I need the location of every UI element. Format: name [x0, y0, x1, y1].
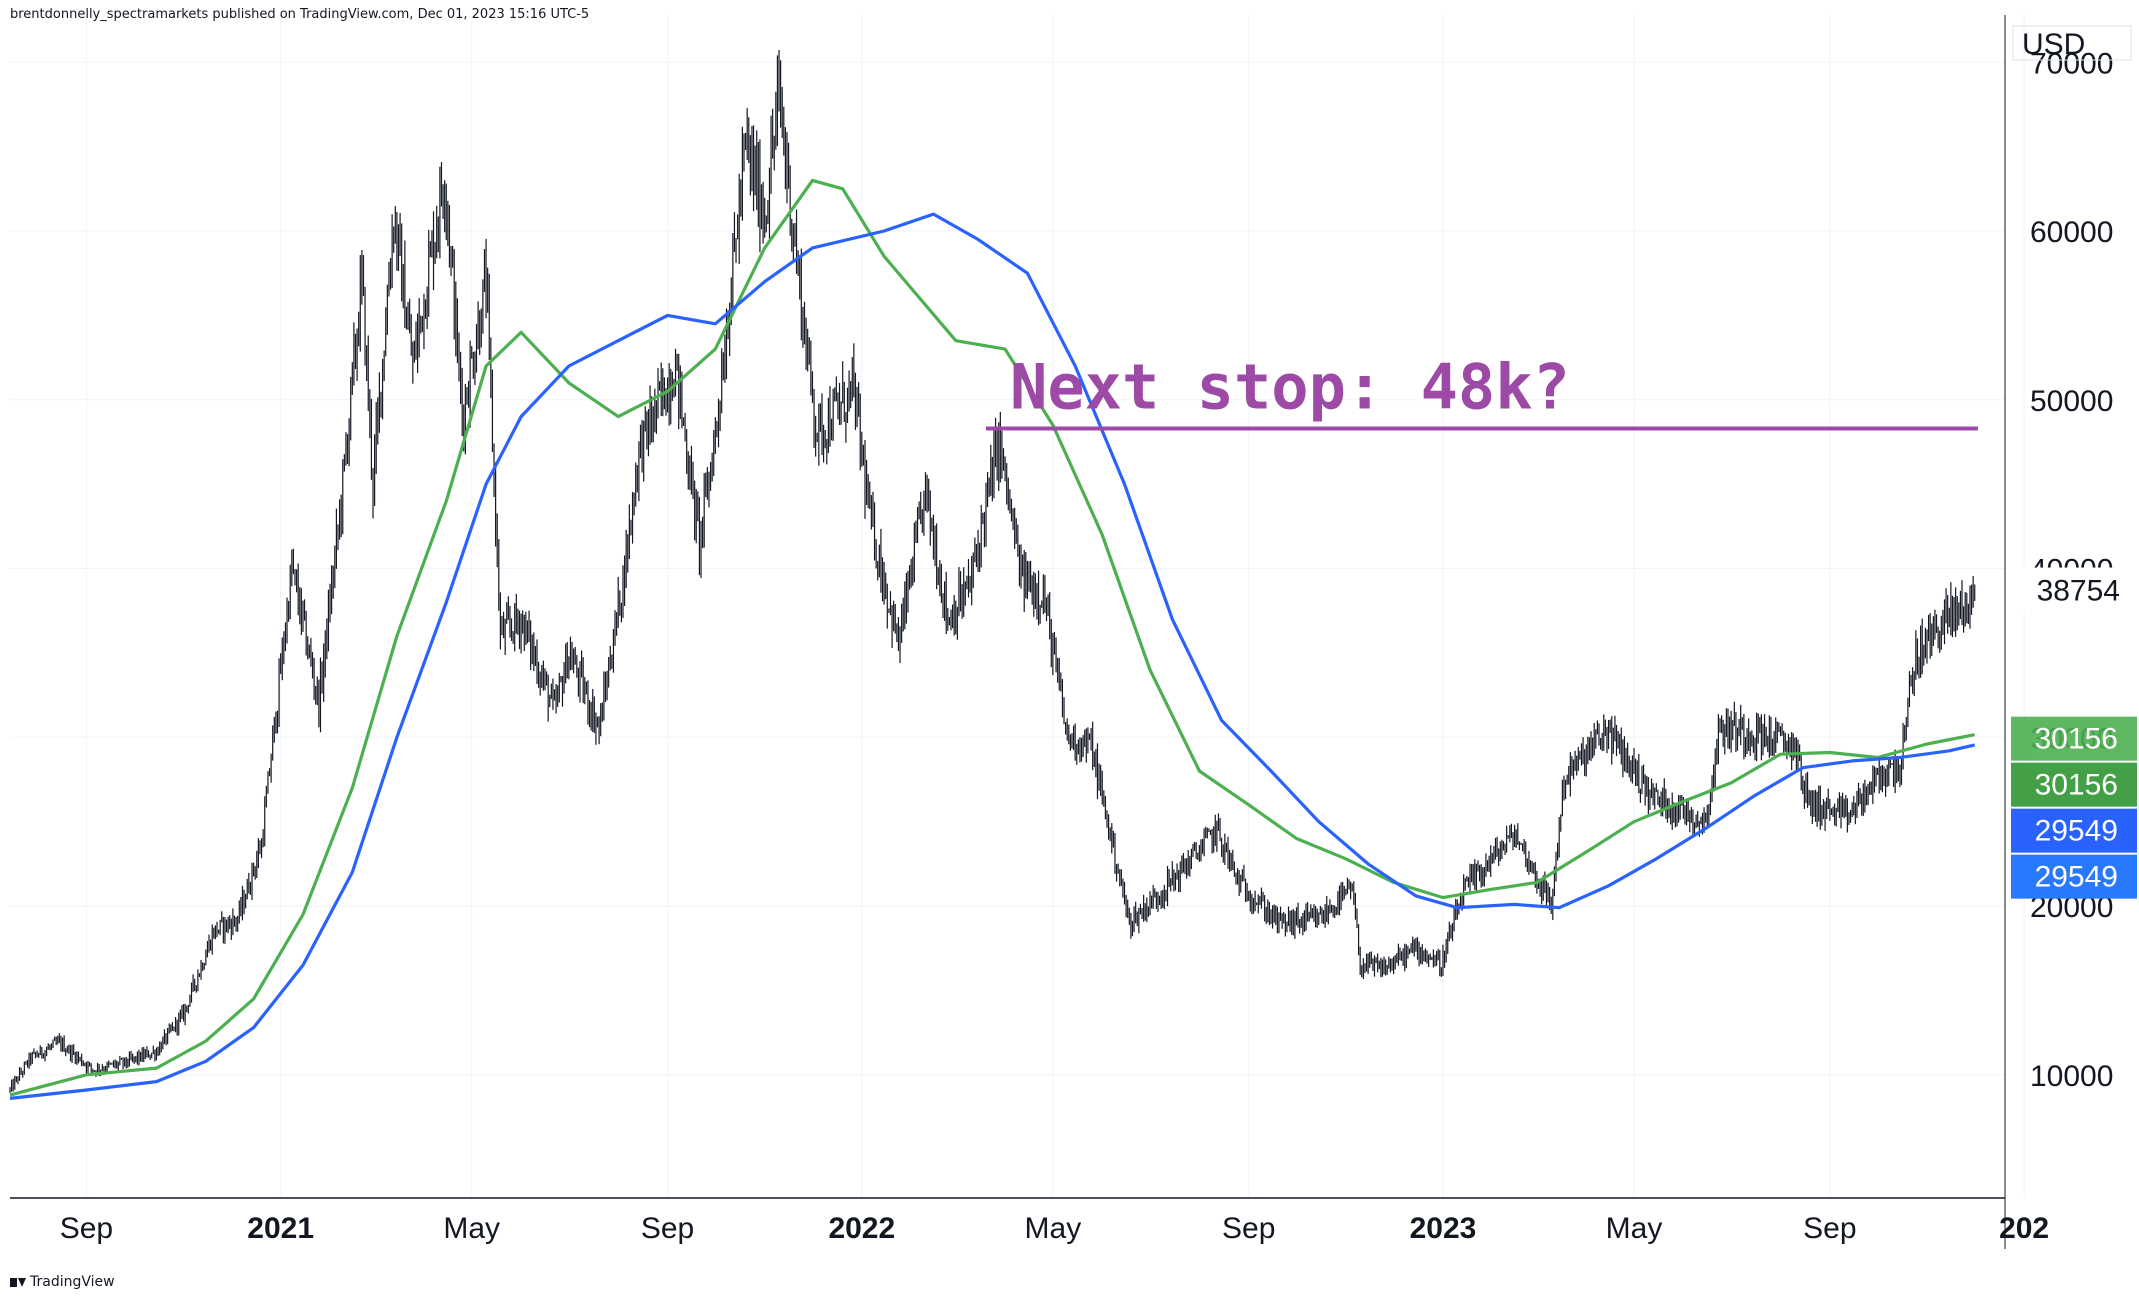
y-tick-label: 70000 — [2030, 47, 2113, 80]
y-tick-label: 60000 — [2030, 216, 2113, 249]
ma-price-label-4 — [2011, 854, 2137, 899]
ma-price-value-2: 30156 — [2035, 769, 2118, 802]
moving-average-line-0 — [9, 178, 1976, 1097]
x-tick-label: Sep — [60, 1212, 113, 1245]
x-tick-label: 2022 — [828, 1212, 895, 1245]
ma-price-label-3 — [2011, 808, 2137, 853]
x-tick-label: Sep — [1803, 1212, 1856, 1245]
last-price-value: 38754 — [2037, 575, 2120, 608]
last-price-label — [2011, 567, 2139, 612]
annotation-layer: Next stop: 48k? — [986, 350, 1978, 431]
x-tick-label: May — [1025, 1212, 1082, 1245]
currency-box — [2012, 25, 2132, 61]
footer-brand: TradingView — [30, 1274, 115, 1290]
currency-label: USD — [2022, 28, 2086, 61]
price-labels: 38754 30156 30156 29549 29549 — [2011, 567, 2139, 899]
tradingview-logo-icon — [10, 1277, 26, 1288]
ma-price-label-1 — [2011, 716, 2137, 761]
x-tick-label: Sep — [641, 1212, 694, 1245]
ma-price-value-1: 30156 — [2035, 723, 2118, 756]
x-tick-label: 202 — [1999, 1212, 2049, 1245]
moving-average-line-1 — [9, 212, 1976, 1100]
ma-price-value-3: 29549 — [2035, 815, 2118, 848]
y-tick-label: 50000 — [2030, 385, 2113, 418]
grid-lines — [10, 15, 2025, 1198]
publisher-line: brentdonnelly_spectramarkets published o… — [10, 7, 590, 22]
x-tick-label: Sep — [1222, 1212, 1275, 1245]
x-tick-label: May — [1606, 1212, 1663, 1245]
tradingview-footer[interactable]: TradingView — [10, 1274, 115, 1290]
ma-price-label-2 — [2011, 762, 2137, 807]
candlestick-series — [9, 50, 1976, 1093]
y-tick-label: 10000 — [2030, 1060, 2113, 1093]
x-tick-label: 2023 — [1410, 1212, 1477, 1245]
annotation-text: Next stop: 48k? — [1010, 350, 1570, 423]
ma-price-value-4: 29549 — [2035, 861, 2118, 894]
x-tick-label: May — [443, 1212, 500, 1245]
moving-average-lines — [9, 178, 1976, 1100]
x-tick-label: 2021 — [247, 1212, 314, 1245]
